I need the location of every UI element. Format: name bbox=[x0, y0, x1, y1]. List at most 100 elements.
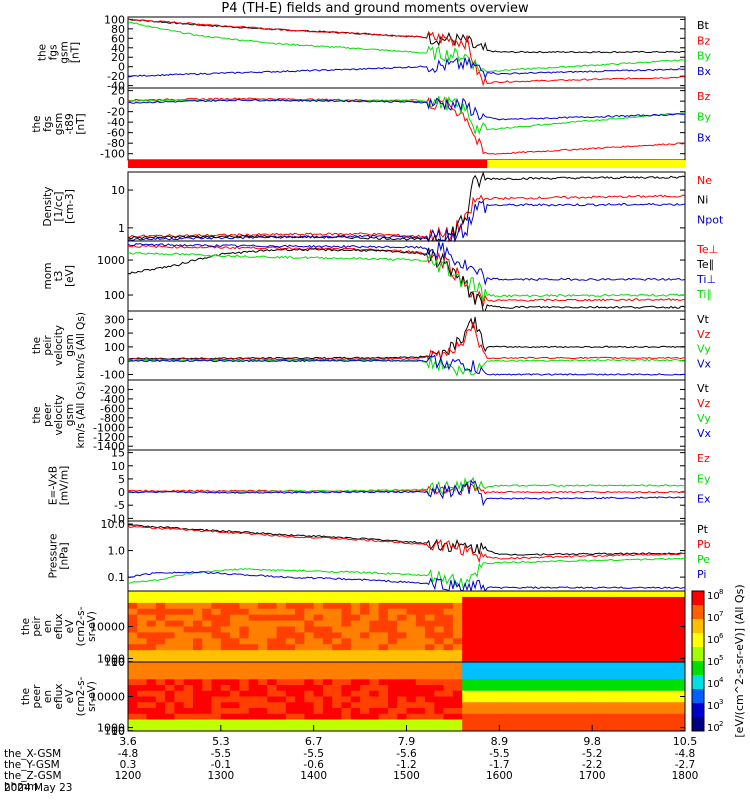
heatmap-cell bbox=[174, 644, 185, 651]
heatmap-cell bbox=[137, 685, 148, 692]
heatmap-cell bbox=[508, 632, 519, 639]
heatmap-cell bbox=[647, 596, 658, 604]
y-axis-label-line: E=-VxB bbox=[48, 466, 60, 505]
heatmap-cell bbox=[183, 638, 194, 645]
heatmap-cell bbox=[239, 696, 250, 703]
heatmap-cell bbox=[657, 638, 667, 645]
heatmap-cell bbox=[248, 719, 259, 726]
heatmap-cell bbox=[202, 626, 213, 633]
heatmap-cell bbox=[239, 656, 250, 663]
y-tick-label: -800 bbox=[100, 412, 125, 425]
heatmap-cell bbox=[573, 719, 584, 726]
heatmap-cell bbox=[462, 725, 472, 732]
heatmap-cell bbox=[527, 626, 537, 633]
heatmap-cell bbox=[545, 679, 556, 686]
heatmap-cell bbox=[378, 608, 389, 616]
heatmap-cell bbox=[304, 702, 315, 709]
heatmap-cell bbox=[582, 614, 593, 622]
heatmap-cell bbox=[387, 708, 398, 715]
heatmap-cell bbox=[211, 708, 222, 715]
heatmap-cell bbox=[490, 620, 500, 627]
heatmap-cell bbox=[322, 614, 333, 622]
x-axis-date: 2024 May 23 bbox=[4, 782, 72, 794]
heatmap-cell bbox=[462, 632, 472, 639]
heatmap-cell bbox=[350, 662, 361, 669]
heatmap-cell bbox=[527, 685, 537, 692]
heatmap-cell bbox=[443, 662, 454, 669]
heatmap-cell bbox=[192, 644, 203, 651]
heatmap-cell bbox=[128, 667, 138, 674]
heatmap-cell bbox=[657, 602, 667, 610]
heatmap-cell bbox=[313, 602, 324, 610]
heatmap-cell bbox=[165, 708, 175, 715]
heatmap-cell bbox=[415, 644, 426, 651]
heatmap-cell bbox=[202, 638, 213, 645]
heatmap-cell bbox=[573, 690, 584, 697]
heatmap-cell bbox=[638, 685, 649, 692]
heatmap-cell bbox=[517, 725, 528, 732]
heatmap-cell bbox=[285, 679, 296, 686]
heatmap-cell bbox=[592, 602, 602, 610]
heatmap-cell bbox=[341, 708, 352, 715]
heatmap-cell bbox=[601, 702, 612, 709]
heatmap-cell bbox=[647, 632, 658, 639]
y-axis-label-line: gsm bbox=[53, 113, 65, 135]
heatmap-cell bbox=[322, 696, 333, 703]
heatmap-cell bbox=[573, 596, 584, 604]
heatmap-cell bbox=[564, 673, 575, 680]
heatmap-cell bbox=[573, 662, 584, 669]
heatmap-cell bbox=[183, 713, 194, 720]
heatmap-cell bbox=[397, 696, 407, 703]
x-row-value: -2.7 bbox=[675, 759, 696, 771]
heatmap-cell bbox=[257, 696, 268, 703]
heatmap-cell bbox=[257, 614, 268, 622]
y-axis-label-line: [eV] bbox=[64, 265, 76, 287]
heatmap-cell bbox=[480, 608, 491, 616]
heatmap-cell bbox=[350, 725, 361, 732]
heatmap-cell bbox=[387, 685, 398, 692]
heatmap-cell bbox=[425, 696, 435, 703]
heatmap-cell bbox=[508, 620, 519, 627]
heatmap-cell bbox=[332, 679, 343, 686]
legend-entry: Ez bbox=[697, 452, 710, 465]
heatmap-cell bbox=[360, 702, 370, 709]
heatmap-cell bbox=[239, 650, 250, 657]
heatmap-cell bbox=[601, 679, 612, 686]
legend-entry: Bt bbox=[697, 19, 710, 32]
y-axis-label-line: [1/cc] bbox=[53, 192, 65, 222]
heatmap-cell bbox=[499, 608, 510, 616]
heatmap-cell bbox=[452, 662, 463, 669]
heatmap-cell bbox=[452, 644, 463, 651]
heatmap-cell bbox=[666, 591, 677, 598]
heatmap-cell bbox=[406, 602, 417, 610]
heatmap-cell bbox=[267, 602, 278, 610]
heatmap-cell bbox=[155, 596, 166, 604]
heatmap-cell bbox=[341, 596, 352, 604]
heatmap-cell bbox=[629, 673, 640, 680]
heatmap-cell bbox=[601, 685, 612, 692]
colorbar-segment bbox=[692, 717, 704, 732]
series-line bbox=[127, 171, 686, 242]
heatmap-cell bbox=[341, 662, 352, 669]
heatmap-cell bbox=[304, 708, 315, 715]
heatmap-cell bbox=[341, 690, 352, 697]
heatmap-cell bbox=[397, 620, 407, 627]
heatmap-cell bbox=[425, 673, 435, 680]
heatmap-cell bbox=[267, 696, 278, 703]
heatmap-cell bbox=[202, 673, 213, 680]
heatmap-cell bbox=[620, 696, 630, 703]
heatmap-cell bbox=[434, 626, 445, 633]
heatmap-cell bbox=[545, 708, 556, 715]
heatmap-cell bbox=[192, 620, 203, 627]
heatmap-cell bbox=[592, 620, 602, 627]
heatmap-cell bbox=[211, 591, 222, 598]
heatmap-cell bbox=[360, 713, 370, 720]
series-line bbox=[127, 200, 685, 243]
heatmap-cell bbox=[360, 679, 370, 686]
heatmap-cell bbox=[220, 696, 231, 703]
heatmap-cell bbox=[267, 644, 278, 651]
heatmap-cell bbox=[257, 702, 268, 709]
heatmap-cell bbox=[248, 632, 259, 639]
heatmap-cell bbox=[211, 662, 222, 669]
heatmap-cell bbox=[582, 702, 593, 709]
